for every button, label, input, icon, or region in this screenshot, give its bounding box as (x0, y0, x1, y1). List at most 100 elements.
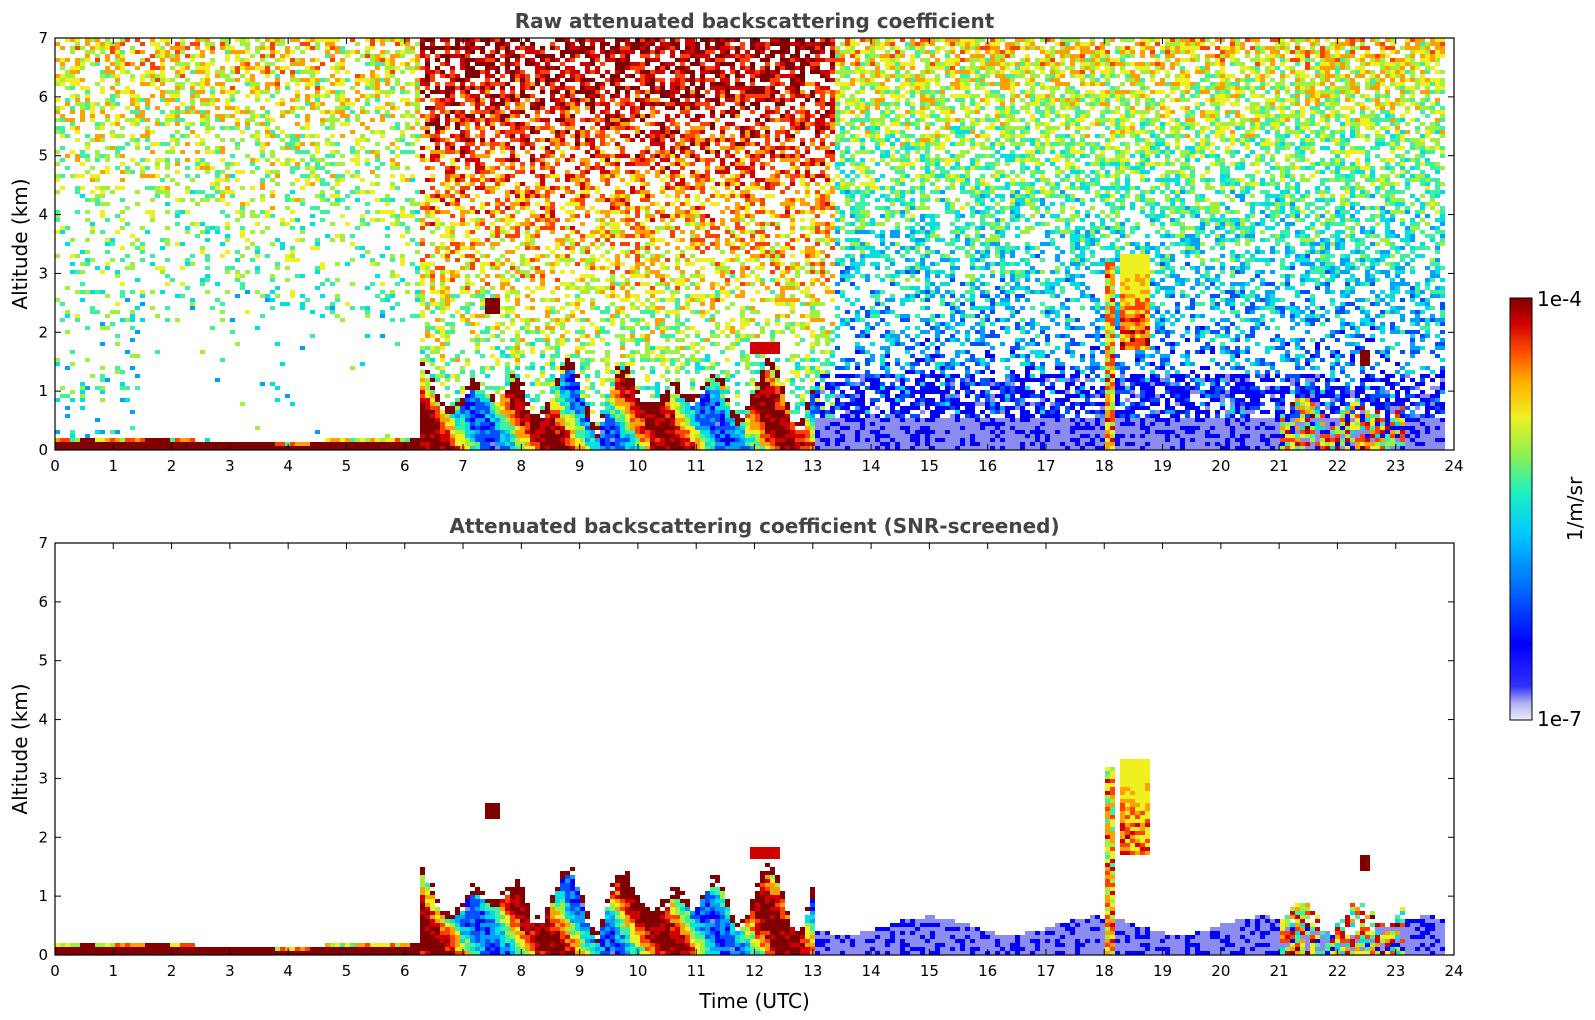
heatmap-cell (230, 78, 235, 82)
heatmap-cell (440, 62, 445, 66)
heatmap-cell (290, 170, 295, 174)
heatmap-cell (440, 446, 445, 450)
heatmap-cell (420, 382, 425, 386)
heatmap-cell (55, 126, 60, 130)
heatmap-cell (90, 198, 95, 202)
heatmap-cell (470, 294, 475, 298)
heatmap-cell (125, 118, 130, 122)
heatmap-cell (80, 46, 85, 50)
heatmap-cell (655, 230, 660, 234)
heatmap-cell (655, 290, 660, 294)
heatmap-cell (75, 158, 80, 162)
heatmap-cell (495, 78, 500, 82)
heatmap-cell (485, 262, 490, 266)
heatmap-cell (390, 150, 395, 154)
heatmap-cell (500, 202, 505, 206)
heatmap-cell (610, 230, 615, 234)
heatmap-cell (625, 422, 630, 426)
heatmap-cell (635, 342, 640, 346)
heatmap-cell (655, 238, 660, 242)
heatmap-cell (630, 294, 635, 298)
heatmap-cell (400, 42, 405, 46)
heatmap-cell (125, 446, 130, 450)
heatmap-cell (575, 262, 580, 266)
heatmap-cell (385, 38, 390, 42)
heatmap-cell (360, 146, 365, 150)
heatmap-cell (160, 238, 165, 242)
heatmap-cell (550, 66, 555, 70)
heatmap-cell (375, 54, 380, 58)
heatmap-cell (410, 214, 415, 218)
heatmap-cell (165, 118, 170, 122)
heatmap-cell (150, 130, 155, 134)
heatmap-cell (625, 122, 630, 126)
heatmap-cell (495, 178, 500, 182)
heatmap-cell (420, 414, 425, 418)
heatmap-cell (340, 134, 345, 138)
heatmap-cell (305, 298, 310, 302)
heatmap-cell (570, 446, 575, 450)
heatmap-cell (615, 70, 620, 74)
heatmap-cell (475, 442, 480, 446)
heatmap-cell (585, 166, 590, 170)
heatmap-cell (370, 118, 375, 122)
heatmap-cell (255, 326, 260, 330)
heatmap-cell (285, 302, 290, 306)
heatmap-cell (165, 238, 170, 242)
heatmap-cell (650, 202, 655, 206)
heatmap-cell (585, 246, 590, 250)
heatmap-cell (325, 54, 330, 58)
heatmap-cell (90, 110, 95, 114)
heatmap-cell (255, 46, 260, 50)
heatmap-cell (520, 142, 525, 146)
heatmap-cell (655, 354, 660, 358)
heatmap-cell (200, 190, 205, 194)
heatmap-cell (560, 102, 565, 106)
heatmap-cell (590, 70, 595, 74)
heatmap-cell (175, 130, 180, 134)
heatmap-cell (440, 254, 445, 258)
heatmap-cell (575, 278, 580, 282)
heatmap-cell (640, 310, 645, 314)
heatmap-cell (565, 402, 570, 406)
heatmap-cell (490, 234, 495, 238)
heatmap-cell (625, 374, 630, 378)
heatmap-cell (580, 346, 585, 350)
heatmap-cell (260, 114, 265, 118)
heatmap-cell (280, 114, 285, 118)
heatmap-cell (160, 442, 165, 446)
heatmap-cell (555, 58, 560, 62)
heatmap-cell (450, 46, 455, 50)
heatmap-cell (385, 74, 390, 78)
heatmap-cell (405, 178, 410, 182)
heatmap-cell (330, 114, 335, 118)
heatmap-cell (495, 58, 500, 62)
heatmap-cell (310, 174, 315, 178)
heatmap-cell (635, 254, 640, 258)
heatmap-cell (60, 438, 65, 442)
heatmap-cell (605, 410, 610, 414)
heatmap-cell (525, 62, 530, 66)
heatmap-cell (240, 186, 245, 190)
heatmap-cell (455, 122, 460, 126)
heatmap-cell (635, 318, 640, 322)
heatmap-cell (570, 74, 575, 78)
heatmap-cell (630, 398, 635, 402)
heatmap-cell (200, 62, 205, 66)
heatmap-cell (515, 290, 520, 294)
heatmap-cell (250, 134, 255, 138)
heatmap-cell (390, 58, 395, 62)
heatmap-cell (290, 442, 295, 446)
heatmap-cell (545, 190, 550, 194)
heatmap-cell (635, 418, 640, 422)
heatmap-cell (425, 378, 430, 382)
heatmap-cell (520, 438, 525, 442)
heatmap-cell (160, 98, 165, 102)
heatmap-cell (600, 42, 605, 46)
heatmap-cell (495, 406, 500, 410)
heatmap-cell (385, 66, 390, 70)
heatmap-cell (445, 278, 450, 282)
heatmap-cell (575, 54, 580, 58)
heatmap-cell (225, 446, 230, 450)
heatmap-cell (595, 246, 600, 250)
